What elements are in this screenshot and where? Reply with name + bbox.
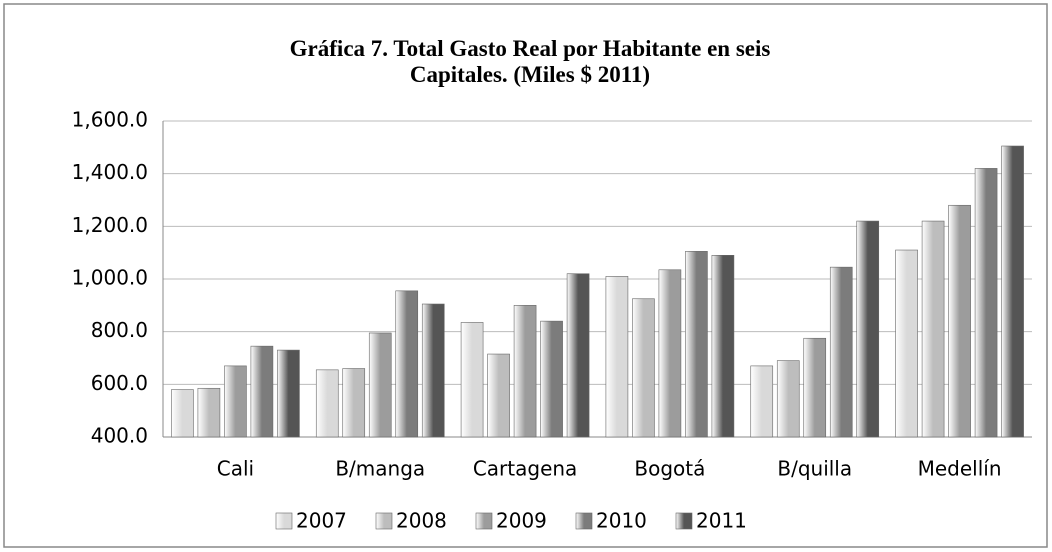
legend-label: 2009 [496, 509, 547, 533]
bar [685, 251, 708, 438]
bar [948, 204, 971, 438]
bar [776, 360, 800, 438]
bar [566, 273, 590, 438]
x-tick-label: Bogotá [634, 457, 705, 481]
chart-title: Gráfica 7. Total Gasto Real por Habitant… [289, 36, 771, 87]
x-tick-label: Medellín [918, 457, 1002, 481]
legend-label: 2008 [396, 509, 447, 533]
bar [460, 322, 484, 438]
y-tick-label: 1,200.0 [72, 213, 148, 237]
bar [197, 387, 221, 438]
x-tick-label: Cali [217, 457, 254, 481]
bar [315, 369, 339, 438]
x-tick-label: B/manga [335, 457, 425, 481]
bar [342, 368, 366, 438]
y-tick-label: 400.0 [91, 424, 148, 448]
bar [368, 332, 392, 438]
y-tick-label: 800.0 [91, 318, 148, 342]
bar [895, 249, 918, 438]
bar [1001, 145, 1024, 438]
legend-label: 2011 [696, 509, 747, 533]
bar [921, 220, 945, 438]
legend-swatch [475, 512, 493, 530]
y-tick-label: 1,000.0 [72, 266, 148, 290]
bar [395, 290, 419, 438]
bar [171, 389, 194, 438]
x-tick-label: B/quilla [777, 457, 852, 481]
bar [487, 353, 510, 438]
legend-label: 2010 [596, 509, 647, 533]
legend-swatch [375, 512, 393, 530]
legend-swatch [675, 512, 693, 530]
x-tick-label: Cartagena [473, 457, 577, 481]
bar [224, 365, 247, 438]
bar [711, 255, 735, 438]
bar [513, 305, 537, 438]
bar [856, 220, 880, 438]
bar [605, 276, 629, 438]
bar [974, 168, 998, 438]
legend-label: 2007 [296, 509, 347, 533]
y-tick-label: 1,400.0 [72, 160, 148, 184]
bar [803, 337, 827, 438]
bar [829, 266, 853, 438]
bar [421, 303, 445, 438]
bar [658, 269, 682, 438]
y-tick-label: 600.0 [91, 371, 148, 395]
y-tick-label: 1,600.0 [72, 108, 148, 132]
bar [540, 320, 563, 438]
legend-swatch [275, 512, 293, 530]
bar [250, 345, 274, 438]
bar [750, 365, 774, 438]
legend-swatch [575, 512, 593, 530]
bar [632, 298, 655, 438]
bar [277, 349, 300, 438]
